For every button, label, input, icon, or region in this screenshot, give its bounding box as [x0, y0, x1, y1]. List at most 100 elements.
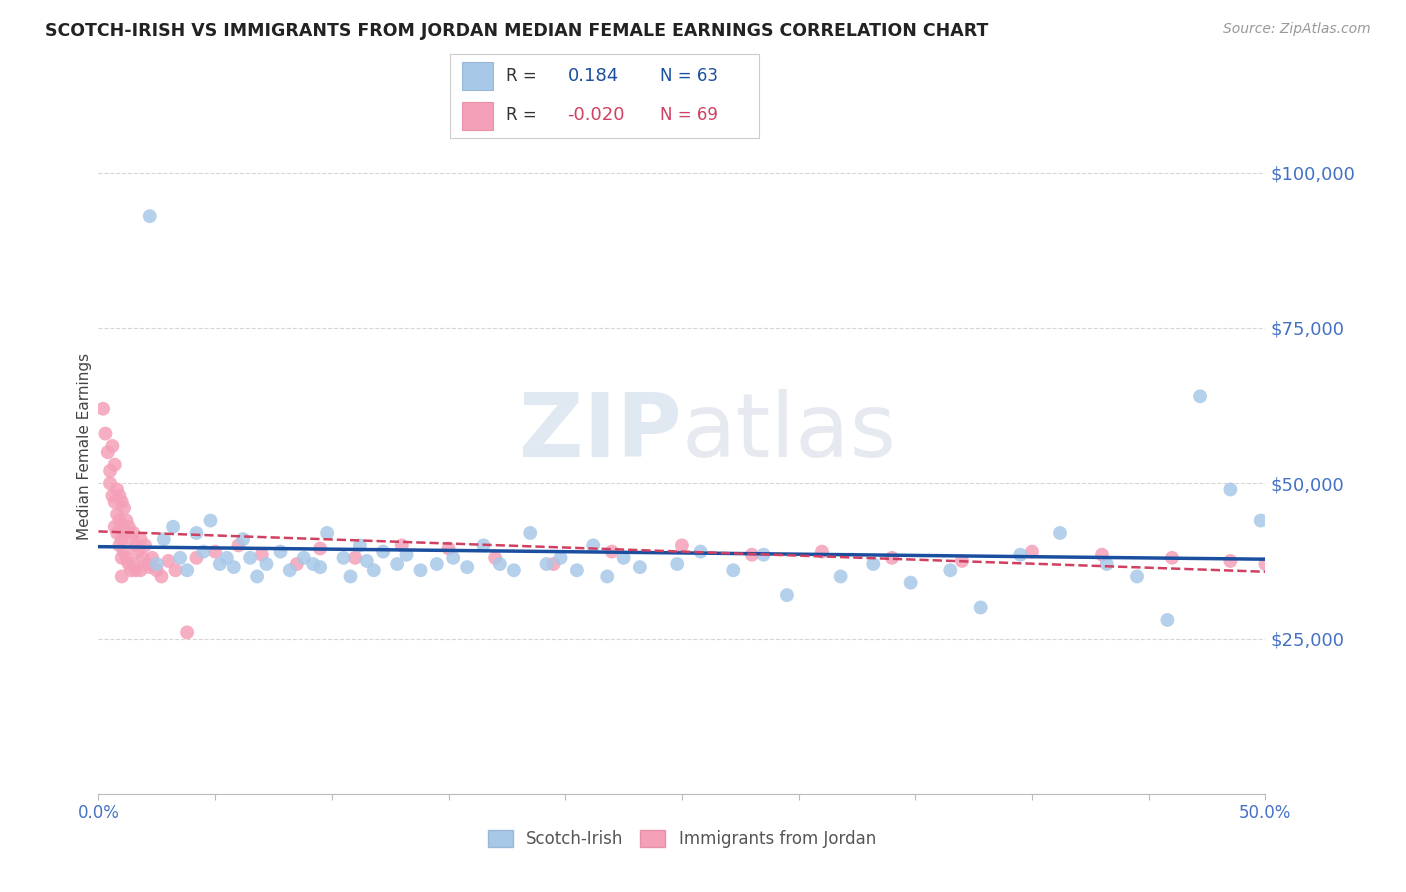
Point — [91, 401, 114, 416]
Point — [776, 588, 799, 602]
Point — [671, 538, 693, 552]
Point — [880, 550, 903, 565]
Point — [309, 541, 332, 556]
Point — [385, 557, 408, 571]
Point — [111, 550, 134, 565]
Point — [830, 569, 852, 583]
Point — [165, 563, 187, 577]
Point — [939, 563, 962, 577]
Point — [105, 483, 128, 497]
Point — [162, 520, 184, 534]
Point — [278, 563, 301, 577]
Point — [132, 550, 155, 565]
Point — [105, 508, 128, 522]
Point — [208, 557, 231, 571]
Point — [1189, 389, 1212, 403]
Point — [127, 544, 149, 558]
Point — [456, 560, 478, 574]
Point — [536, 557, 558, 571]
Text: R =: R = — [506, 67, 536, 85]
Point — [136, 557, 159, 571]
Point — [356, 554, 378, 568]
Point — [489, 557, 512, 571]
Text: Source: ZipAtlas.com: Source: ZipAtlas.com — [1223, 22, 1371, 37]
Point — [176, 563, 198, 577]
Point — [373, 544, 395, 558]
Point — [969, 600, 991, 615]
Point — [112, 501, 135, 516]
Point — [1254, 557, 1277, 571]
Point — [120, 532, 142, 546]
Text: 0.184: 0.184 — [568, 67, 619, 85]
Point — [543, 557, 565, 571]
Point — [862, 557, 884, 571]
Point — [628, 560, 651, 574]
Point — [228, 538, 250, 552]
Point — [97, 445, 120, 459]
Point — [141, 550, 163, 565]
Point — [502, 563, 524, 577]
Point — [150, 569, 173, 583]
Text: R =: R = — [506, 105, 536, 123]
Text: N = 63: N = 63 — [661, 67, 718, 85]
Text: atlas: atlas — [682, 389, 897, 475]
Text: SCOTCH-IRISH VS IMMIGRANTS FROM JORDAN MEDIAN FEMALE EARNINGS CORRELATION CHART: SCOTCH-IRISH VS IMMIGRANTS FROM JORDAN M… — [45, 22, 988, 40]
Point — [409, 563, 432, 577]
Point — [332, 550, 354, 565]
Point — [169, 550, 191, 565]
Point — [215, 550, 238, 565]
Point — [134, 538, 156, 552]
Point — [441, 550, 464, 565]
Point — [125, 538, 148, 552]
Point — [115, 550, 138, 565]
Bar — [463, 102, 494, 130]
Y-axis label: Median Female Earnings: Median Female Earnings — [77, 352, 91, 540]
Point — [101, 439, 124, 453]
Point — [1219, 554, 1241, 568]
Point — [125, 563, 148, 577]
Point — [157, 554, 180, 568]
Point — [950, 554, 973, 568]
Point — [104, 458, 127, 472]
Point — [246, 569, 269, 583]
Text: ZIP: ZIP — [519, 389, 682, 475]
Point — [139, 209, 162, 223]
Point — [98, 476, 121, 491]
Point — [426, 557, 449, 571]
Point — [108, 538, 131, 552]
Point — [94, 426, 117, 441]
Point — [811, 544, 834, 558]
Point — [900, 575, 922, 590]
Point — [232, 532, 254, 546]
Point — [111, 569, 134, 583]
Point — [152, 532, 174, 546]
Point — [1156, 613, 1178, 627]
Point — [472, 538, 495, 552]
Point — [111, 532, 134, 546]
Point — [1095, 557, 1118, 571]
Point — [437, 541, 460, 556]
Point — [250, 548, 273, 562]
Point — [118, 520, 141, 534]
Point — [550, 550, 572, 565]
Point — [98, 464, 121, 478]
Point — [600, 544, 623, 558]
Point — [146, 563, 169, 577]
Point — [391, 538, 413, 552]
Point — [292, 550, 315, 565]
Point — [309, 560, 332, 574]
Point — [1049, 525, 1071, 540]
Point — [519, 525, 541, 540]
Point — [1021, 544, 1043, 558]
Text: N = 69: N = 69 — [661, 105, 718, 123]
Point — [1091, 548, 1114, 562]
Point — [484, 550, 506, 565]
Point — [1161, 550, 1184, 565]
Point — [596, 569, 619, 583]
Point — [222, 560, 245, 574]
Point — [1010, 548, 1032, 562]
Point — [565, 563, 588, 577]
Point — [1219, 483, 1241, 497]
Point — [363, 563, 385, 577]
Point — [186, 550, 208, 565]
